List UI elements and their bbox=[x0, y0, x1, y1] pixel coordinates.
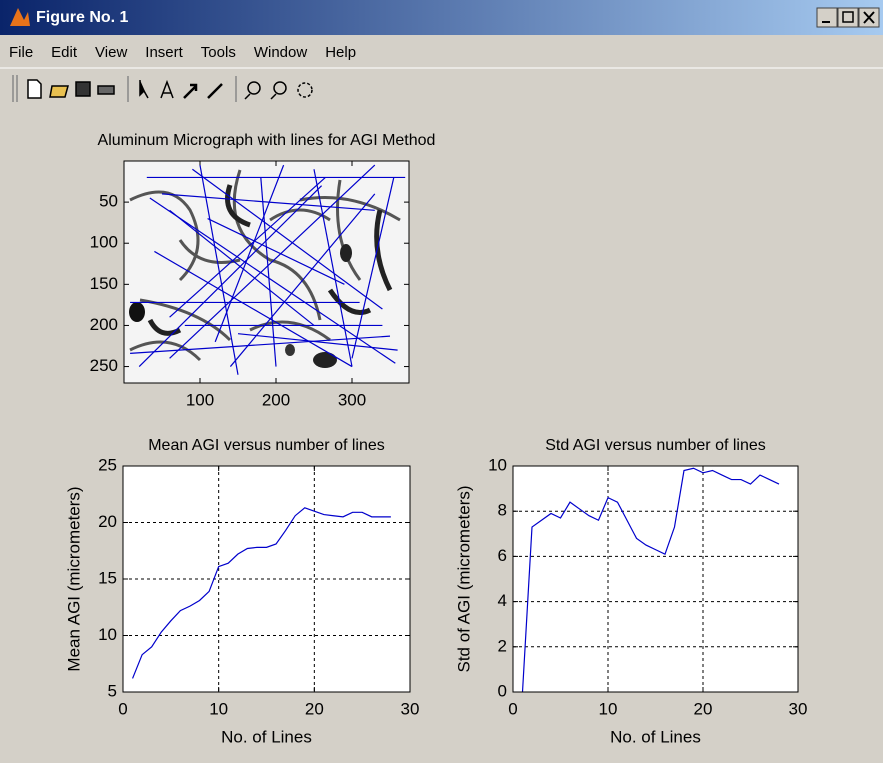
menu-bar: File Edit View Insert Tools Window Help bbox=[9, 44, 356, 61]
y-tick-label: 10 bbox=[98, 625, 117, 644]
menu-item[interactable]: Window bbox=[254, 44, 308, 61]
menu-item[interactable]: File bbox=[9, 44, 33, 61]
y-tick-label: 5 bbox=[108, 681, 117, 700]
y-tick-label: 20 bbox=[98, 512, 117, 531]
x-axis-label: No. of Lines bbox=[221, 727, 312, 746]
x-tick-label: 200 bbox=[262, 390, 290, 409]
menu-item[interactable]: Tools bbox=[201, 44, 236, 61]
menu-item[interactable]: View bbox=[95, 44, 127, 61]
x-tick-label: 10 bbox=[209, 699, 228, 718]
y-axis-label: Mean AGI (micrometers) bbox=[64, 486, 83, 671]
x-tick-label: 0 bbox=[508, 699, 517, 718]
y-tick-label: 0 bbox=[498, 681, 507, 700]
y-tick-label: 100 bbox=[90, 233, 118, 252]
chart-title: Aluminum Micrograph with lines for AGI M… bbox=[98, 132, 436, 149]
maximize-button[interactable] bbox=[838, 8, 858, 27]
window-title: Figure No. 1 bbox=[36, 9, 129, 26]
x-axis-label: No. of Lines bbox=[610, 727, 701, 746]
y-tick-label: 250 bbox=[90, 356, 118, 375]
y-tick-label: 2 bbox=[498, 636, 507, 655]
y-tick-label: 15 bbox=[98, 568, 117, 587]
x-tick-label: 30 bbox=[789, 699, 808, 718]
figure-window: Figure No. 1 File Edit View Insert Tools Wind… bbox=[0, 0, 883, 758]
y-tick-label: 150 bbox=[90, 274, 118, 293]
x-tick-label: 30 bbox=[401, 699, 420, 718]
menu-item[interactable]: Help bbox=[325, 44, 356, 61]
window-controls bbox=[817, 8, 879, 27]
y-tick-label: 25 bbox=[98, 455, 117, 474]
y-axis-label: Std of AGI (micrometers) bbox=[454, 485, 473, 672]
save-icon[interactable] bbox=[76, 82, 90, 96]
y-tick-label: 6 bbox=[498, 546, 507, 565]
x-tick-label: 10 bbox=[599, 699, 618, 718]
x-tick-label: 0 bbox=[118, 699, 127, 718]
minimize-button[interactable] bbox=[817, 8, 837, 27]
menu-item[interactable]: Insert bbox=[145, 44, 183, 61]
y-tick-label: 4 bbox=[498, 591, 507, 610]
x-tick-label: 20 bbox=[694, 699, 713, 718]
open-icon[interactable] bbox=[50, 86, 68, 97]
y-tick-label: 200 bbox=[90, 315, 118, 334]
chart-title: Mean AGI versus number of lines bbox=[148, 437, 385, 454]
y-tick-label: 8 bbox=[498, 501, 507, 520]
print-icon[interactable] bbox=[98, 86, 114, 94]
new-icon[interactable] bbox=[28, 80, 41, 98]
y-tick-label: 10 bbox=[488, 455, 507, 474]
menu-item[interactable]: Edit bbox=[51, 44, 78, 61]
x-tick-label: 20 bbox=[305, 699, 324, 718]
title-bar bbox=[0, 0, 883, 35]
chart-title: Std AGI versus number of lines bbox=[545, 437, 766, 454]
x-tick-label: 300 bbox=[338, 390, 366, 409]
plot-area bbox=[513, 466, 798, 692]
x-tick-label: 100 bbox=[186, 390, 214, 409]
y-tick-label: 50 bbox=[99, 192, 118, 211]
